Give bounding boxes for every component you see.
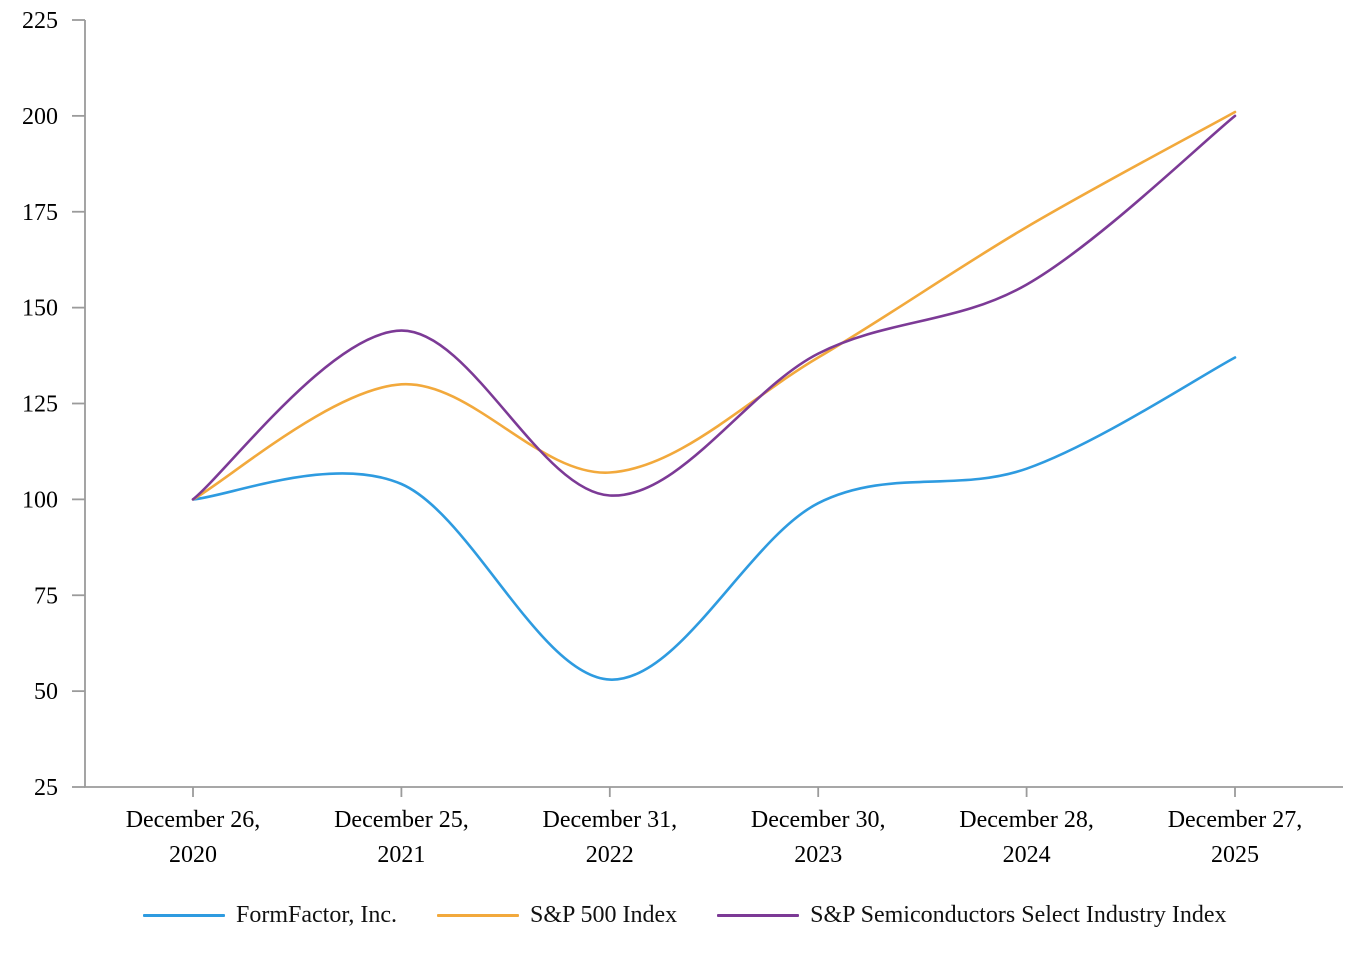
svg-text:25: 25	[34, 775, 58, 801]
svg-text:December 25,: December 25,	[334, 807, 469, 833]
svg-text:December 27,: December 27,	[1168, 807, 1303, 833]
svg-text:2022: 2022	[586, 842, 634, 868]
svg-text:100: 100	[22, 487, 58, 513]
chart-legend: FormFactor, Inc. S&P 500 Index S&P Semic…	[143, 901, 1227, 929]
sp500-line-swatch-icon	[437, 913, 520, 917]
svg-text:200: 200	[22, 104, 58, 130]
svg-text:2020: 2020	[169, 842, 217, 868]
svg-text:December 28,: December 28,	[959, 807, 1094, 833]
svg-text:December 30,: December 30,	[751, 807, 886, 833]
formfactor-line-swatch-icon	[143, 913, 225, 917]
svg-text:December 31,: December 31,	[542, 807, 677, 833]
svg-text:2023: 2023	[794, 842, 842, 868]
svg-text:225: 225	[22, 8, 58, 34]
svg-text:50: 50	[34, 679, 58, 705]
svg-text:75: 75	[34, 583, 58, 609]
svg-text:2021: 2021	[377, 842, 425, 868]
svg-text:2025: 2025	[1211, 842, 1259, 868]
x-axis-tick-labels: December 26, 2020 December 25, 2021 December…	[126, 807, 1303, 868]
legend-label-formfactor: FormFactor, Inc.	[236, 902, 398, 928]
legend-label-sp500: S&P 500 Index	[530, 902, 678, 928]
sp-semiconductors-line-swatch-icon	[717, 913, 800, 917]
chart-axes	[72, 19, 1343, 797]
legend-item-formfactor: FormFactor, Inc.	[143, 901, 397, 929]
legend-label-sp-semiconductors: S&P Semiconductors Select Industry Index	[810, 902, 1227, 928]
svg-text:175: 175	[22, 200, 58, 226]
legend-item-sp-semiconductors: S&P Semiconductors Select Industry Index	[717, 901, 1227, 929]
legend-item-sp500: S&P 500 Index	[437, 901, 677, 929]
svg-text:December 26,: December 26,	[126, 807, 261, 833]
svg-text:150: 150	[22, 296, 58, 322]
svg-text:2024: 2024	[1003, 842, 1051, 868]
chart-series-lines	[191, 110, 1237, 681]
y-axis-tick-labels: 25 50 75 100 125 150 175 200 225	[22, 8, 58, 801]
svg-text:125: 125	[22, 392, 58, 418]
